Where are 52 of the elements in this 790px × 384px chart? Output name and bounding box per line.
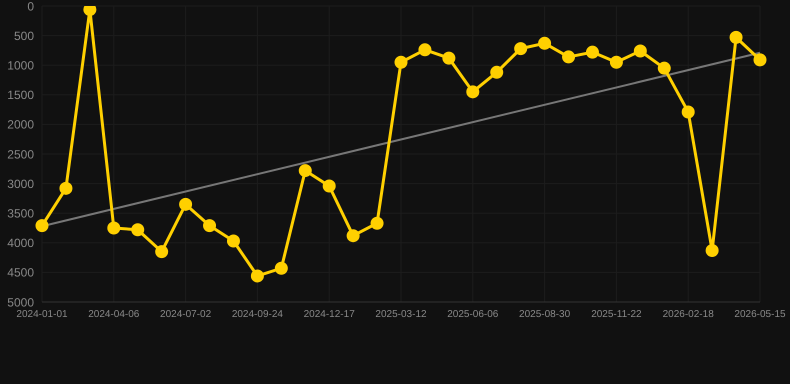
point (59, 182, 72, 195)
y-tick-label: 3000 (7, 176, 34, 191)
x-tick-label: 2024-09-24 (232, 309, 284, 320)
point (203, 219, 216, 232)
y-tick-label: 5000 (7, 295, 34, 310)
point (274, 262, 288, 275)
x-tick-label: 2025-03-12 (375, 309, 428, 320)
point (418, 43, 432, 56)
point (394, 56, 408, 69)
point (322, 179, 336, 192)
point (658, 62, 671, 75)
point (514, 42, 528, 56)
point (155, 245, 168, 258)
point (226, 234, 240, 248)
y-tick-label: 4000 (7, 236, 34, 250)
x-tick-label: 2024-07-02 (160, 309, 212, 320)
y-tick-label: 2500 (7, 147, 34, 162)
x-tick-label: 2024-04-06 (88, 309, 140, 320)
point (754, 53, 766, 66)
point (538, 36, 552, 50)
point (346, 229, 360, 242)
y-tick-label: 0 (27, 0, 34, 14)
point (179, 198, 192, 211)
point (730, 30, 743, 44)
x-tick-label: 2026-05-15 (734, 309, 786, 320)
point (634, 44, 647, 58)
point (250, 269, 264, 282)
y-tick-label: 4500 (7, 266, 34, 280)
point (298, 164, 312, 178)
y-tick-label: 1500 (7, 88, 34, 102)
point (36, 219, 48, 232)
y-tick-label: 500 (14, 28, 34, 43)
y-tick-label: 1000 (7, 58, 34, 72)
point (682, 105, 695, 118)
x-tick-label: 2026-02-18 (662, 309, 714, 320)
point (610, 56, 623, 69)
y-tick-label: 3500 (7, 206, 34, 220)
point (490, 66, 504, 79)
point (706, 244, 719, 257)
point (586, 46, 599, 59)
point (562, 50, 576, 64)
point (442, 52, 456, 65)
y-tick-label: 2000 (7, 118, 34, 132)
x-tick-label: 2024-01-01 (16, 309, 68, 320)
x-tick-label: 2024-12-17 (304, 309, 356, 320)
x-tick-label: 2025-11-22 (591, 309, 642, 320)
point (466, 85, 480, 98)
point (131, 223, 144, 236)
point (370, 216, 384, 230)
point (107, 222, 120, 234)
x-tick-label: 2025-08-30 (519, 309, 571, 320)
x-tick-label: 2025-06-06 (447, 309, 499, 320)
